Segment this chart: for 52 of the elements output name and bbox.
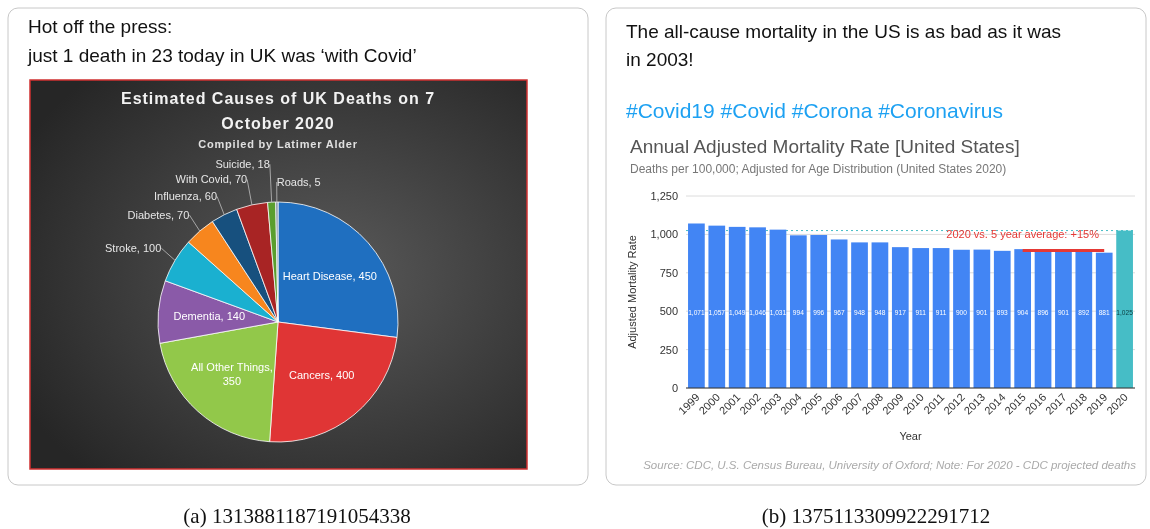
slice-label: Diabetes, 70	[127, 208, 190, 221]
bar	[973, 249, 991, 388]
bar	[1095, 252, 1113, 388]
bar	[871, 242, 889, 388]
slice-label: Heart Disease, 450	[282, 270, 377, 283]
text: The all-cause mortality in the US is as bad as it was	[626, 21, 1062, 42]
bar	[851, 242, 868, 388]
text: (a) 1313881187191054338	[183, 504, 411, 528]
bar	[728, 226, 746, 388]
text: #Covid19 #Covid #Corona #Coronavirus	[626, 99, 1004, 122]
chart-title: Estimated Causes of UK Deaths on 7 October 2020	[120, 90, 436, 132]
bar	[769, 229, 787, 388]
slice-label: Stroke, 100	[105, 242, 162, 255]
bar	[810, 235, 828, 388]
bar	[1055, 249, 1072, 388]
bar	[912, 248, 930, 388]
bar	[688, 223, 705, 388]
bar	[830, 239, 848, 388]
bar	[708, 225, 726, 388]
slice-label: All Other Things, 350	[191, 360, 273, 387]
text: Hot off the press:	[28, 16, 173, 37]
bar	[953, 249, 970, 388]
y-tick-label: 500	[659, 305, 678, 318]
bar	[1075, 250, 1093, 388]
slice-label: Influenza, 60	[154, 190, 218, 203]
slice-label: With Covid, 70	[175, 173, 248, 186]
slice-label: Dementia, 140	[173, 310, 246, 323]
bar	[932, 248, 950, 388]
chart-subtitle: Deaths per 100,000; Adjusted for Age Distribution (United States 2020)	[630, 162, 1007, 176]
y-tick-label: 0	[671, 382, 678, 394]
x-axis-title: Year	[899, 430, 922, 442]
text: in 2003!	[626, 49, 694, 70]
y-tick-label: 250	[659, 343, 678, 356]
bar	[789, 235, 807, 388]
text: just 1 death in 23 today in UK was ‘with Covid’	[27, 45, 417, 66]
slice-label: Suicide, 18	[215, 158, 270, 171]
bar	[749, 227, 766, 388]
y-axis-title: Adjusted Mortality Rate	[626, 235, 638, 349]
bar	[1034, 250, 1052, 388]
y-tick-label: 750	[659, 266, 678, 279]
y-tick-label: 1,250	[650, 190, 678, 202]
source-note: Source: CDC, U.S. Census Bureau, University of Oxford; Note: For 2020 - CDC projected deaths	[643, 459, 1137, 471]
bar	[891, 247, 909, 388]
bar	[993, 250, 1011, 388]
slice-label: Roads, 5	[276, 176, 321, 189]
chart-title: Annual Adjusted Mortality Rate [United States]	[630, 136, 1020, 157]
annotation: 2020 vs. 5 year average: +15%	[946, 228, 1100, 241]
bar	[1014, 249, 1032, 388]
slice-label: Cancers, 400	[288, 369, 355, 382]
chart-subtitle: Compiled by Latimer Alder	[198, 138, 358, 150]
text: (b) 1375113309922291712	[761, 504, 991, 528]
y-tick-label: 1,000	[650, 228, 678, 241]
